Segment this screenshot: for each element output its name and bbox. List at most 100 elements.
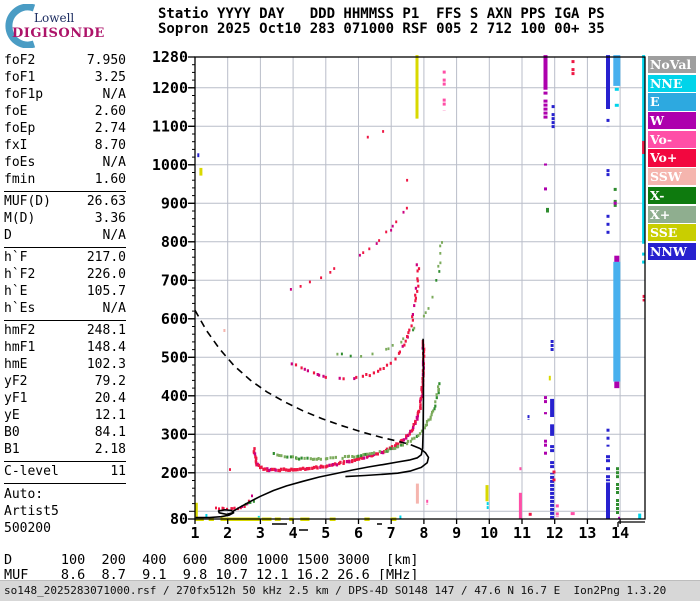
status-bar: so148_2025283071000.rsf / 270fx512h 50 k… [0,580,700,601]
param-value: 20.4 [95,391,126,408]
param-value: 148.4 [87,340,126,357]
legend-item-w: W [648,112,696,129]
svg-text:3: 3 [256,524,265,542]
svg-text:600: 600 [161,310,188,328]
param-label: h`F2 [4,267,35,284]
svg-text:2: 2 [223,524,232,542]
svg-text:10: 10 [480,524,498,542]
autoscaling-info: 500200 [4,520,126,537]
svg-text:800: 800 [161,233,188,251]
param-value: 248.1 [87,323,126,340]
param-value: N/A [103,228,126,245]
legend-item-vo: Vo+ [648,149,696,166]
svg-text:1100: 1100 [152,117,188,135]
param-label: yF1 [4,391,27,408]
param-value: 12.1 [95,408,126,425]
svg-text:6: 6 [354,524,363,542]
param-label: foF1p [4,87,43,104]
param-value: 7.950 [87,53,126,70]
svg-text:80: 80 [170,510,188,528]
lowell-digisonde-logo: Lowell DIGISONDE [4,4,124,48]
param-value: 2.18 [95,442,126,459]
param-value: N/A [103,301,126,318]
legend-item-nne: NNE [648,75,696,92]
svg-text:5: 5 [321,524,330,542]
svg-text:500: 500 [161,348,188,366]
param-row: MUF(D) 26.63 [4,194,126,211]
param-label: B0 [4,425,20,442]
param-row: yE 12.1 [4,408,126,425]
param-row: hmF2 248.1 [4,323,126,340]
legend-item-nnw: NNW [648,243,696,260]
param-label: B1 [4,442,20,459]
svg-text:1200: 1200 [152,79,188,97]
param-row: yF1 20.4 [4,391,126,408]
legend-item-ssw: SSW [648,168,696,185]
panel-divider [4,320,126,321]
param-label: yE [4,408,20,425]
param-label: fxI [4,138,27,155]
param-label: foF2 [4,53,35,70]
svg-text:8: 8 [419,524,428,542]
svg-text:1280: 1280 [152,48,188,66]
param-label: M(D) [4,211,35,228]
param-label: MUF(D) [4,194,51,211]
muf-distance-table: D 100 200 400 600 800 1000 1500 3000 [km… [4,553,419,582]
svg-text:12: 12 [546,524,564,542]
param-value: 26.63 [87,194,126,211]
legend-item-x: X- [648,187,696,204]
param-value: 3.36 [95,211,126,228]
status-text: so148_2025283071000.rsf / 270fx512h 50 k… [4,581,666,601]
param-label: hmF2 [4,323,35,340]
param-value: N/A [103,87,126,104]
param-label: h`Es [4,301,35,318]
param-label: foE [4,104,27,121]
svg-text:11: 11 [513,524,531,542]
param-label: foEp [4,121,35,138]
legend-item-noval: NoVal [648,56,696,73]
param-row: B1 2.18 [4,442,126,459]
svg-text:300: 300 [161,425,188,443]
logo-line2: DIGISONDE [12,26,105,41]
param-row: foF1p N/A [4,87,126,104]
param-label: fmin [4,172,35,189]
measurement-header: Statio YYYY DAY DDD HHMMSS P1 FFS S AXN … [158,7,605,36]
param-label: foF1 [4,70,35,87]
svg-text:4: 4 [289,524,298,542]
legend-item-e: E [648,93,696,110]
legend-item-x: X+ [648,206,696,223]
param-row: C-level 11 [4,464,126,481]
autoscaling-info: Artist5 [4,503,126,520]
panel-divider [4,191,126,192]
param-label: hmE [4,357,27,374]
legend-item-sse: SSE [648,224,696,241]
param-row: foE 2.60 [4,104,126,121]
param-value: 11 [110,464,126,481]
ionogram-canvas: 1280120011001000900800700600500400300200… [140,45,655,555]
param-value: 2.60 [95,104,126,121]
svg-text:400: 400 [161,387,188,405]
logo-line1: Lowell [34,11,74,25]
autoscaling-info: Auto: [4,486,126,503]
param-row: M(D) 3.36 [4,211,126,228]
svg-text:700: 700 [161,271,188,289]
svg-text:13: 13 [578,524,596,542]
param-value: 105.7 [87,284,126,301]
param-label: C-level [4,464,59,481]
svg-text:1000: 1000 [152,156,188,174]
param-label: h`E [4,284,27,301]
panel-divider [4,483,126,484]
svg-text:7: 7 [387,524,396,542]
